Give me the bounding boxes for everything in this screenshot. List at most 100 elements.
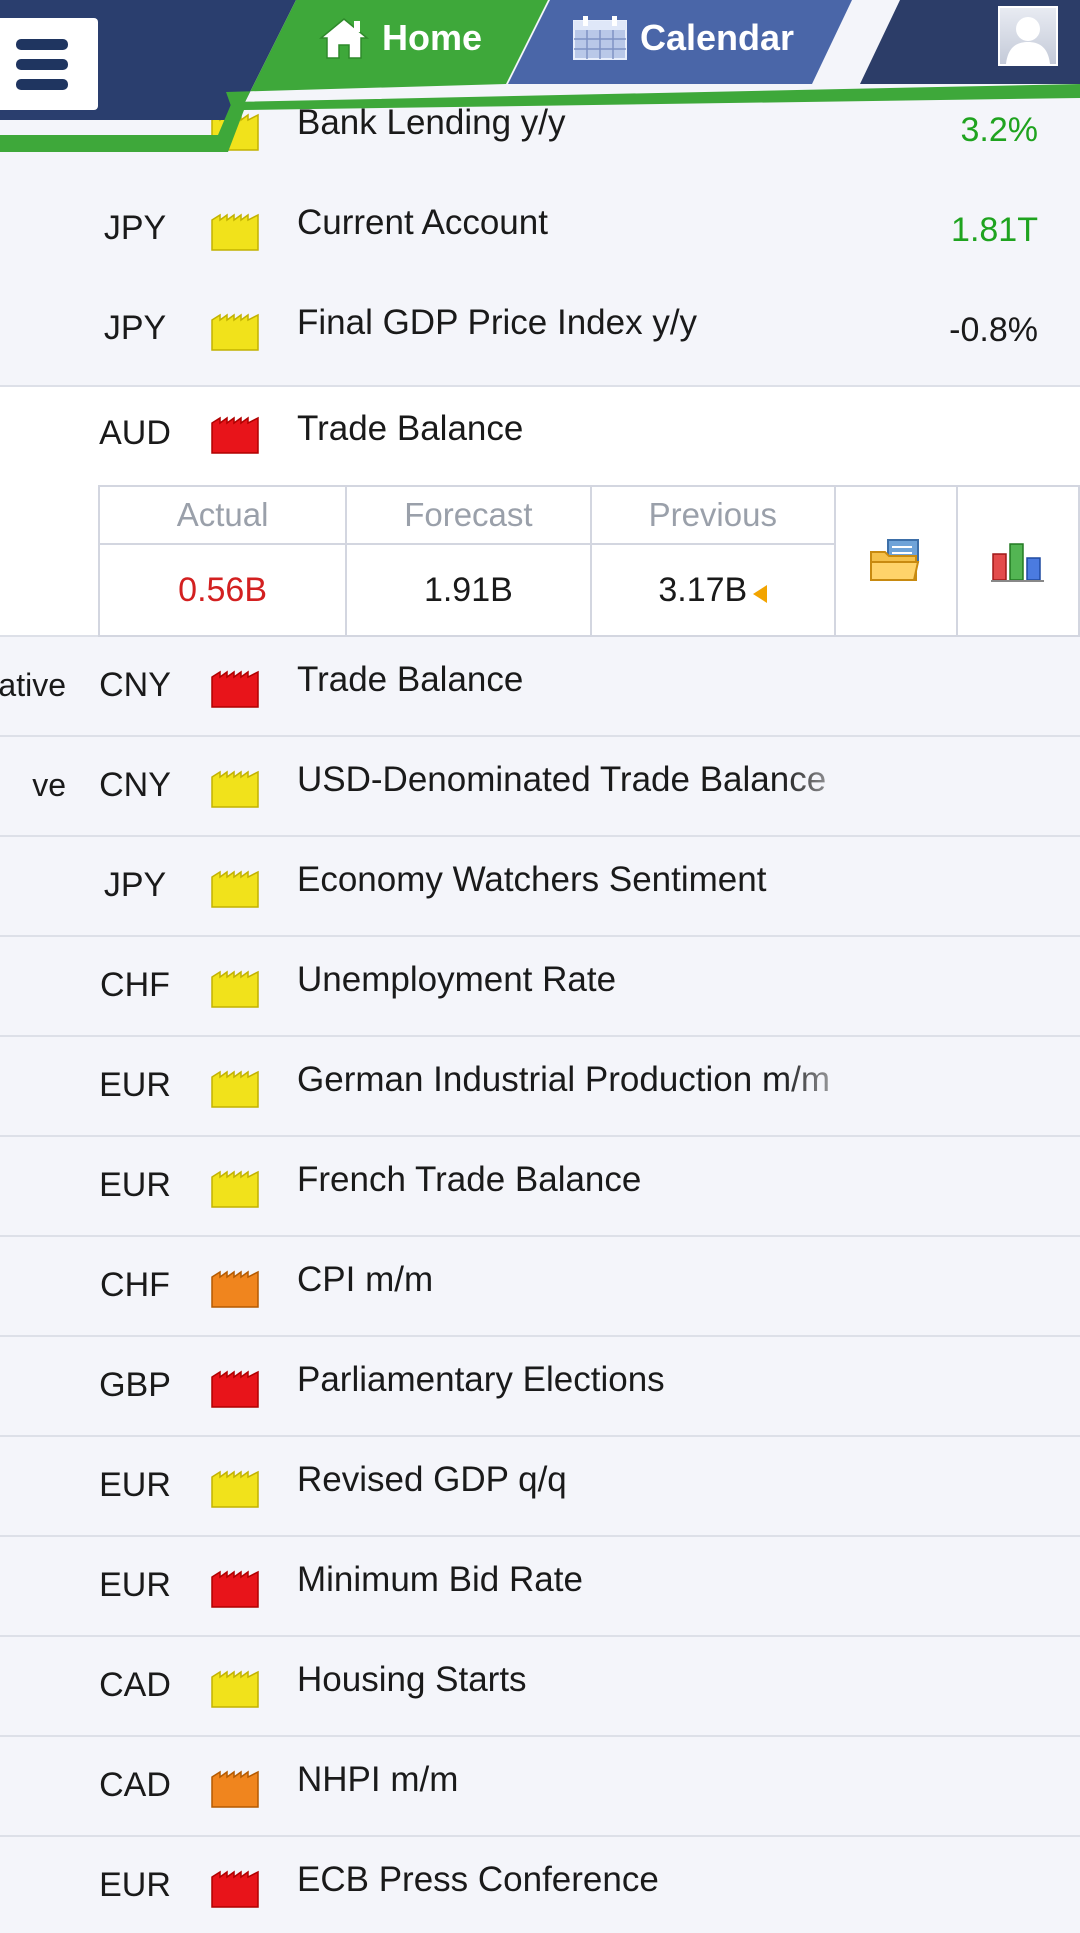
forecast-header: Forecast xyxy=(345,485,592,545)
expanded-event-row[interactable]: AUD Trade Balance Actual Forecast Previo… xyxy=(0,385,1080,637)
row-time: ntative xyxy=(0,667,66,703)
row-event: Trade Balance xyxy=(297,409,524,448)
calendar-row[interactable]: EUR French Trade Balance xyxy=(0,1137,1080,1237)
impact-high-icon xyxy=(211,1570,259,1608)
row-time xyxy=(0,1837,66,1933)
calendar-row[interactable]: CHF CPI m/m xyxy=(0,1237,1080,1337)
app-header: Home Calendar xyxy=(0,0,1080,160)
menu-icon-bar xyxy=(16,78,68,90)
row-value: -0.8% xyxy=(949,311,1038,349)
row-currency: JPY xyxy=(103,866,167,904)
tab-home[interactable]: Home xyxy=(318,0,482,76)
impact-low-icon xyxy=(211,1070,259,1108)
row-time xyxy=(0,937,66,1033)
row-event: Economy Watchers Sentiment xyxy=(297,860,767,899)
calendar-row[interactable]: JPY Final GDP Price Index y/y -0.8% xyxy=(0,280,1080,380)
row-event: Bank Lending y/y xyxy=(297,103,566,142)
row-currency: EUR xyxy=(99,1466,171,1504)
impact-high-icon xyxy=(211,1870,259,1908)
event-details-button[interactable] xyxy=(833,485,958,637)
calendar-row[interactable]: JPY Economy Watchers Sentiment xyxy=(0,837,1080,937)
row-event: NHPI m/m xyxy=(297,1760,459,1799)
impact-high-icon xyxy=(211,416,259,454)
avatar-icon xyxy=(1006,17,1050,64)
previous-header: Previous xyxy=(589,485,836,545)
folder-icon xyxy=(869,539,920,581)
row-time xyxy=(0,1237,66,1333)
calendar-row[interactable]: EUR Minimum Bid Rate xyxy=(0,1537,1080,1637)
row-event: ECB Press Conference xyxy=(297,1860,659,1899)
row-currency: CAD xyxy=(99,1666,171,1704)
impact-low-icon xyxy=(211,1470,259,1508)
row-event: German Industrial Production m/m xyxy=(297,1060,830,1099)
row-currency: EUR xyxy=(99,1066,171,1104)
row-currency: GBP xyxy=(99,1366,171,1404)
row-time xyxy=(0,1137,66,1233)
tab-calendar[interactable]: Calendar xyxy=(572,0,794,76)
impact-medium-icon xyxy=(211,1770,259,1808)
previous-value-cell: 3.17B xyxy=(589,543,836,637)
calendar-row[interactable]: ntative CNY Trade Balance xyxy=(0,637,1080,737)
impact-low-icon xyxy=(211,313,259,351)
impact-low-icon xyxy=(211,870,259,908)
impact-low-icon xyxy=(211,970,259,1008)
row-currency: CAD xyxy=(99,1766,171,1804)
row-event: Trade Balance xyxy=(297,660,524,699)
row-event: Current Account xyxy=(297,203,548,242)
row-value: 3.2% xyxy=(960,111,1039,149)
actual-value: 0.56B xyxy=(97,543,348,637)
calendar-row[interactable]: CAD Housing Starts xyxy=(0,1637,1080,1737)
row-event: Minimum Bid Rate xyxy=(297,1560,583,1599)
row-time xyxy=(0,1037,66,1133)
row-time: ve xyxy=(32,767,66,803)
impact-low-icon xyxy=(211,1670,259,1708)
event-chart-button[interactable] xyxy=(955,485,1080,637)
row-time xyxy=(0,180,66,276)
row-time xyxy=(0,1737,66,1833)
calendar-row[interactable]: CAD NHPI m/m xyxy=(0,1737,1080,1837)
row-currency: EUR xyxy=(99,1866,171,1904)
header-background xyxy=(0,0,1080,152)
home-icon xyxy=(318,18,370,59)
calendar-row[interactable]: EUR Revised GDP q/q xyxy=(0,1437,1080,1537)
revision-arrow-icon xyxy=(753,584,768,603)
row-currency: CNY xyxy=(99,666,171,704)
row-currency: CNY xyxy=(99,766,171,804)
previous-value: 3.17B xyxy=(658,570,748,609)
menu-icon-bar xyxy=(16,58,68,70)
row-event: Housing Starts xyxy=(297,1660,527,1699)
row-time xyxy=(0,1537,66,1633)
calendar-row[interactable]: JPY Current Account 1.81T xyxy=(0,180,1080,280)
row-event: Parliamentary Elections xyxy=(297,1360,665,1399)
menu-button[interactable] xyxy=(0,18,98,110)
impact-high-icon xyxy=(211,670,259,708)
calendar-row[interactable]: ve CNY USD-Denominated Trade Balance xyxy=(0,737,1080,837)
forecast-value: 1.91B xyxy=(345,543,592,637)
row-currency: AUD xyxy=(99,414,171,452)
impact-low-icon xyxy=(211,1170,259,1208)
impact-medium-icon xyxy=(211,1270,259,1308)
row-event: Final GDP Price Index y/y xyxy=(297,303,698,342)
tab-calendar-label: Calendar xyxy=(640,17,795,58)
row-event: Revised GDP q/q xyxy=(297,1460,567,1499)
row-time xyxy=(0,1337,66,1433)
impact-high-icon xyxy=(211,1370,259,1408)
row-time xyxy=(0,837,66,933)
row-currency: CHF xyxy=(100,1266,170,1304)
row-value: 1.81T xyxy=(951,211,1038,249)
row-currency: EUR xyxy=(99,1566,171,1604)
impact-low-icon xyxy=(211,213,259,251)
row-event: CPI m/m xyxy=(297,1260,434,1299)
event-detail-table: Actual Forecast Previous xyxy=(97,485,1080,637)
calendar-icon xyxy=(573,16,627,60)
row-time xyxy=(0,1437,66,1533)
calendar-row[interactable]: GBP Parliamentary Elections xyxy=(0,1337,1080,1437)
row-currency: JPY xyxy=(103,209,167,247)
calendar-row[interactable]: EUR German Industrial Production m/m xyxy=(0,1037,1080,1137)
calendar-row[interactable]: EUR ECB Press Conference xyxy=(0,1837,1080,1920)
menu-icon xyxy=(16,38,68,50)
avatar-button[interactable] xyxy=(998,6,1058,66)
calendar-row[interactable]: CHF Unemployment Rate xyxy=(0,937,1080,1037)
row-currency: CHF xyxy=(100,966,170,1004)
row-event: Unemployment Rate xyxy=(297,960,617,999)
